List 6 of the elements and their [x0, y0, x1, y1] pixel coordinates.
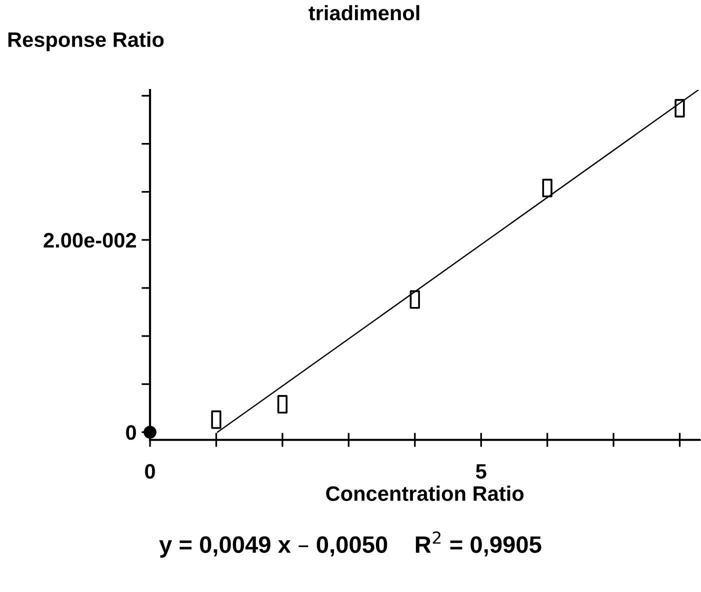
- y-axis-title: Response Ratio: [8, 32, 164, 52]
- y-tick-label: 2.00e-002: [44, 232, 136, 248]
- text: y = 0,0049 x – 0,0050 R$^{2}$ = 0,9905: [159, 531, 542, 558]
- x-tick-label: 5: [476, 464, 486, 479]
- chart-title: triadimenol: [308, 5, 420, 20]
- x-axis-title: Concentration Ratio: [326, 486, 524, 501]
